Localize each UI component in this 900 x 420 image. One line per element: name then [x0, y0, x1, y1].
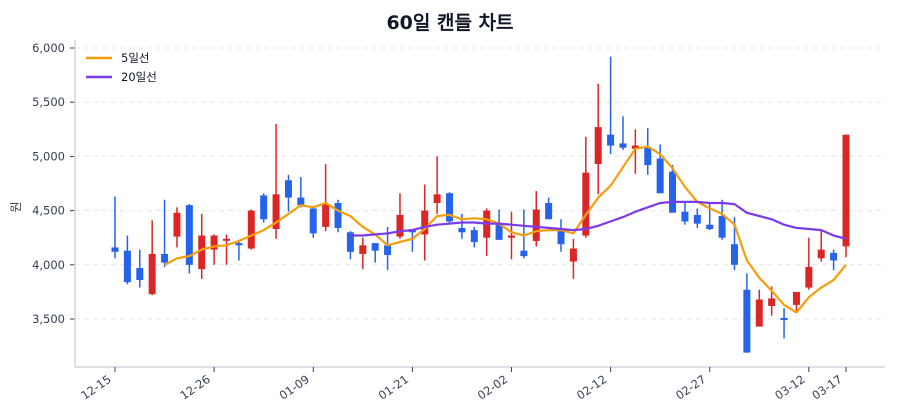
candle-body-up	[768, 298, 776, 306]
candle-body-up	[421, 210, 429, 235]
candle-body-down	[260, 195, 268, 220]
candle-body-down	[718, 216, 726, 238]
candle-body-down	[371, 243, 379, 251]
ma20-line	[350, 200, 847, 240]
candle-body-up	[433, 194, 441, 204]
x-tick-label: 03-12	[772, 372, 807, 403]
candle-body-down	[619, 143, 627, 148]
candle-body-down	[161, 253, 169, 263]
candle-body-up	[148, 253, 156, 295]
candle-body-down	[185, 205, 193, 265]
candle-body-down	[557, 231, 565, 245]
candle-body-up	[532, 209, 540, 241]
y-tick-label: 3,500	[32, 312, 65, 326]
y-tick-label: 6,000	[32, 41, 65, 55]
x-tick-label: 12-15	[78, 372, 113, 403]
candle-body-down	[495, 224, 503, 240]
ma5-line	[164, 145, 847, 314]
legend-label: 20일선	[121, 70, 157, 84]
y-tick-label: 4,500	[32, 204, 65, 218]
candle-body-up	[582, 172, 590, 236]
x-tick-label: 02-02	[475, 372, 510, 403]
candle-body-up	[805, 266, 813, 288]
x-tick-label: 03-17	[809, 372, 844, 403]
candle-body-down	[780, 317, 788, 321]
candle-body-down	[830, 252, 838, 261]
candle-body-up	[359, 245, 367, 254]
candle-body-down	[693, 214, 701, 224]
candle-body-down	[346, 232, 354, 252]
candle-body-down	[235, 243, 243, 246]
candle-body-up	[173, 212, 181, 237]
candle-body-down	[309, 208, 317, 234]
candle-body-down	[470, 230, 478, 243]
x-tick-label: 02-12	[574, 372, 609, 403]
candle-body-up	[396, 214, 404, 237]
x-tick-label: 01-21	[376, 372, 411, 403]
candle-body-down	[446, 193, 454, 222]
candle-body-down	[284, 180, 292, 198]
candle-body-down	[111, 247, 119, 252]
candle-body-down	[681, 211, 689, 222]
candle-body-up	[198, 235, 206, 270]
candle-body-up	[631, 145, 639, 149]
legend-label: 5일선	[121, 51, 149, 65]
candle-body-up	[322, 204, 330, 227]
candle-body-up	[569, 248, 577, 262]
x-tick-label: 12-26	[177, 372, 212, 403]
candle-body-down	[458, 227, 466, 233]
candle-body-down	[656, 158, 664, 194]
candle-body-up	[817, 249, 825, 259]
candle-body-up	[272, 194, 280, 230]
candle-body-up	[507, 235, 515, 238]
candle-body-down	[607, 134, 615, 146]
candle-body-up	[247, 210, 255, 249]
candle-body-down	[706, 224, 714, 230]
candle-body-down	[334, 203, 342, 228]
candle-body-up	[792, 291, 800, 305]
candle-body-up	[223, 238, 231, 241]
chart-title: 60일 캔들 차트	[386, 12, 514, 34]
candle-body-down	[297, 197, 305, 206]
candle-body-down	[123, 250, 131, 283]
candle-body-up	[210, 235, 218, 250]
y-axis-label: 원	[9, 201, 23, 212]
candle-body-down	[730, 244, 738, 265]
candle-body-up	[842, 134, 850, 247]
candle-body-down	[743, 289, 751, 353]
y-tick-label: 5,500	[32, 95, 65, 109]
candle-body-up	[594, 127, 602, 164]
x-tick-label: 02-27	[673, 372, 708, 403]
candle-body-down	[545, 203, 553, 220]
y-tick-label: 4,000	[32, 258, 65, 272]
x-tick-label: 01-09	[277, 372, 312, 403]
candle-body-down	[384, 245, 392, 256]
candle-body-down	[136, 268, 144, 280]
candle-body-down	[644, 147, 652, 166]
candle-body-down	[669, 171, 677, 213]
y-tick-label: 5,000	[32, 149, 65, 163]
candle-body-down	[520, 250, 528, 257]
candle-body-up	[755, 299, 763, 327]
